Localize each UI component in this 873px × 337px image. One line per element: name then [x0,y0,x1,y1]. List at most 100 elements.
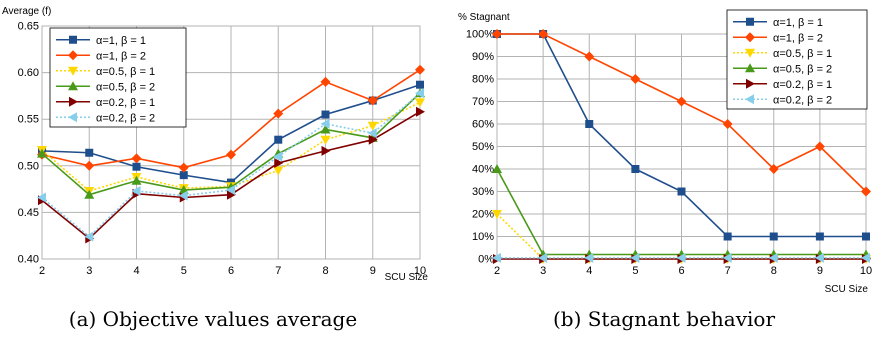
data-point [320,135,331,145]
y-tick-label: 20% [472,209,494,221]
legend-marker [68,66,78,76]
y-tick-label: 0.40 [18,254,39,266]
legend-item: α=0.2, β = 2 [56,112,155,124]
y-tick-label: 50% [472,141,494,153]
chart-b-ylabel: % Stagnant [458,12,510,23]
y-tick-label: 10% [472,231,494,243]
data-point [631,165,640,173]
data-point [273,151,283,162]
data-point [538,29,549,39]
chart-objective-average: Average (f) 0.40 0.45 0.50 0.55 0.60 0.65 2 3 4… [2,6,428,331]
legend-label: α=0.5, β = 2 [96,81,155,93]
x-tick-label: 4 [133,265,139,277]
legend-marker [746,78,755,89]
y-tick-label: 0% [478,254,494,266]
series-2 [492,29,871,197]
chart-a-legend: α=1, β = 1 α=1, β = 2 α=0.5, β = 1 α=0.5, β… [49,27,187,128]
y-tick-label: 0.55 [18,114,39,126]
data-point [676,252,686,263]
data-point [368,134,378,145]
data-point [416,106,425,117]
data-point [861,186,871,197]
chart-a-xlabel: SCU Size [385,272,429,283]
x-tick-label: 10 [414,265,426,277]
data-point [131,175,142,185]
y-tick-label: 0.65 [18,21,39,33]
legend-item: α=0.2, β = 1 [56,96,155,109]
y-tick-label: 0.50 [18,160,39,172]
data-point [814,252,824,263]
legend-item: α=1, β = 2 [733,32,823,44]
legend-label: α=0.2, β = 2 [773,94,832,106]
data-point [226,149,236,160]
legend-item: α=0.2, β = 1 [733,78,832,91]
data-point [273,166,284,176]
legend-label: α=0.5, β = 1 [96,66,155,78]
data-point [769,232,778,241]
x-tick-label: 5 [181,265,187,277]
legend-marker [745,48,755,58]
legend-marker [68,112,77,123]
chart-a-y-axis: 0.40 0.45 0.50 0.55 0.60 0.65 [18,21,39,266]
x-tick-label: 8 [322,265,328,277]
series-6 [37,88,424,242]
x-tick-label: 2 [39,265,45,277]
chart-a-series [37,64,425,244]
chart-a-plot-area [41,25,421,260]
data-point [37,192,46,203]
chart-b-xlabel: SCU Size [825,284,869,295]
x-tick-label: 7 [725,265,731,277]
data-point [416,80,424,89]
data-point [273,108,284,119]
data-point [722,119,733,129]
x-tick-label: 6 [228,265,234,277]
legend-marker [745,94,754,105]
data-point [367,128,377,139]
x-tick-label: 2 [494,265,500,277]
data-point [320,118,330,129]
data-point [178,162,189,173]
x-tick-label: 3 [86,265,92,277]
legend-item: α=0.2, β = 2 [733,94,832,106]
legend-label: α=0.2, β = 2 [96,112,155,124]
x-tick-label: 3 [540,265,546,277]
data-point [584,51,595,62]
legend-label: α=1, β = 2 [96,50,146,62]
y-tick-label: 90% [472,51,494,63]
data-point [630,252,640,263]
chart-b-caption: (b) Stagnant behavior [553,307,775,331]
legend-item: α=0.5, β = 2 [56,81,155,93]
data-point [415,64,425,75]
chart-b-x-axis: 2 3 4 5 6 7 8 9 10 [494,265,872,277]
legend-item: α=0.5, β = 1 [733,48,832,60]
data-point [227,189,236,200]
legend-marker [68,81,78,91]
data-point [84,160,95,171]
data-point [492,210,502,219]
data-point [768,252,778,263]
data-point [84,189,95,199]
legend-item: α=0.5, β = 1 [56,66,155,78]
x-tick-label: 8 [771,265,777,277]
data-point [492,252,501,263]
legend-label: α=0.5, β = 2 [773,63,832,75]
y-tick-label: 0.45 [18,207,39,219]
data-point [492,29,502,39]
legend-item: α=1, β = 1 [56,35,146,47]
legend-marker [746,17,754,26]
y-tick-label: 80% [472,74,494,86]
x-tick-label: 9 [817,265,823,277]
y-tick-label: 100% [466,29,494,41]
data-point [815,232,824,241]
data-point [84,231,94,242]
chart-a-x-axis: 2 3 4 5 6 7 8 9 10 [39,265,426,277]
data-point [132,162,141,171]
data-point [367,121,378,131]
legend-label: α=0.2, β = 1 [96,97,155,109]
legend-label: α=0.2, β = 1 [773,79,832,91]
data-point [723,232,732,241]
legend-label: α=1, β = 1 [773,17,823,29]
data-point [676,96,687,107]
chart-stagnant-behavior: % Stagnant 0%10%20%30%40%50%60%70%80%90%… [458,9,872,331]
